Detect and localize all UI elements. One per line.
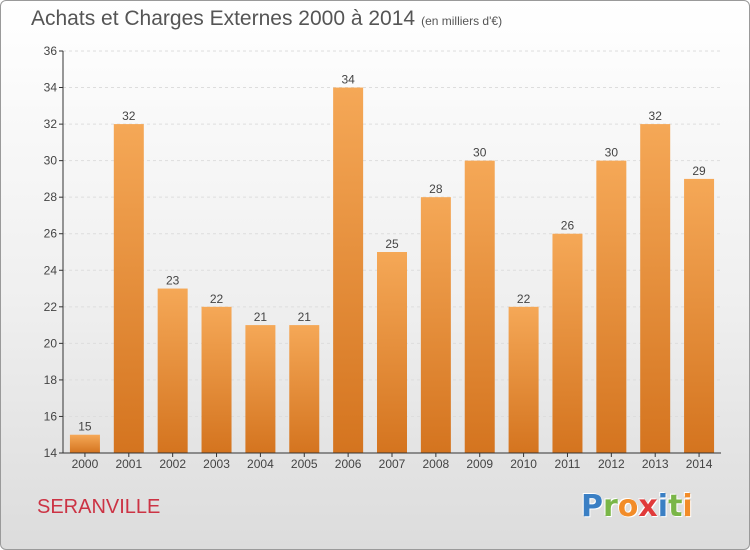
bar	[640, 124, 671, 453]
y-tick-label: 20	[44, 336, 58, 350]
y-tick-label: 36	[44, 44, 58, 58]
bar	[377, 252, 407, 453]
commune-name: SERANVILLE	[37, 496, 161, 518]
y-tick-label: 14	[44, 446, 58, 460]
bar	[113, 124, 144, 453]
x-tick-label: 2009	[466, 457, 493, 471]
bar	[201, 306, 232, 453]
y-tick-label: 34	[44, 81, 58, 95]
logo-letter: t	[668, 489, 683, 524]
data-label: 34	[341, 73, 355, 87]
y-tick-label: 24	[44, 263, 58, 277]
x-tick-label: 2002	[159, 457, 186, 471]
data-label: 22	[210, 292, 224, 306]
bar	[289, 325, 320, 453]
x-tick-label: 2000	[72, 457, 99, 471]
data-label: 32	[649, 109, 663, 123]
x-tick-label: 2003	[203, 457, 230, 471]
logo-letter: o	[617, 489, 639, 524]
data-label: 26	[561, 219, 575, 233]
x-tick-label: 2004	[247, 457, 274, 471]
bar	[684, 178, 715, 453]
data-label: 32	[122, 109, 136, 123]
x-tick-label: 2013	[642, 457, 669, 471]
chart-title-text: Achats et Charges Externes 2000 à 2014	[31, 7, 416, 30]
x-tick-label: 2006	[335, 457, 362, 471]
bar	[596, 160, 627, 454]
logo-letter: r	[603, 489, 618, 524]
y-tick-label: 26	[44, 227, 58, 241]
proxiti-logo[interactable]: Proxiti	[581, 489, 693, 524]
data-label: 21	[298, 310, 312, 324]
x-tick-label: 2007	[379, 457, 406, 471]
data-label: 30	[473, 146, 487, 160]
logo-letter: x	[638, 489, 658, 524]
data-label: 30	[605, 146, 619, 160]
data-label: 22	[517, 292, 531, 306]
bar	[508, 306, 539, 453]
bar	[69, 434, 100, 453]
y-tick-label: 16	[44, 409, 58, 423]
data-label: 25	[385, 237, 399, 251]
data-label: 28	[429, 182, 443, 196]
bar	[464, 160, 495, 454]
logo-letter: i	[657, 489, 669, 524]
x-tick-label: 2005	[291, 457, 318, 471]
bar	[245, 325, 276, 453]
logo-letter: P	[581, 489, 603, 524]
data-label: 29	[692, 164, 706, 178]
data-label: 15	[78, 420, 92, 434]
x-tick-label: 2001	[115, 457, 142, 471]
x-tick-label: 2011	[555, 457, 581, 471]
bar	[157, 288, 188, 453]
chart-title: Achats et Charges Externes 2000 à 2014 (e…	[31, 7, 502, 31]
bar	[552, 233, 583, 453]
x-tick-label: 2012	[598, 457, 625, 471]
unit-note: (en milliers d'€)	[421, 14, 503, 28]
y-tick-label: 32	[44, 117, 58, 131]
y-tick-label: 22	[44, 300, 58, 314]
data-label: 23	[166, 274, 180, 288]
x-tick-label: 2010	[510, 457, 537, 471]
x-tick-label: 2014	[686, 457, 713, 471]
data-label: 21	[254, 310, 268, 324]
bar	[420, 197, 451, 453]
logo-letter: i	[682, 489, 693, 524]
bar	[333, 87, 364, 453]
y-tick-label: 30	[44, 154, 58, 168]
y-tick-label: 28	[44, 190, 58, 204]
x-tick-label: 2008	[423, 457, 450, 471]
y-tick-label: 18	[44, 373, 58, 387]
